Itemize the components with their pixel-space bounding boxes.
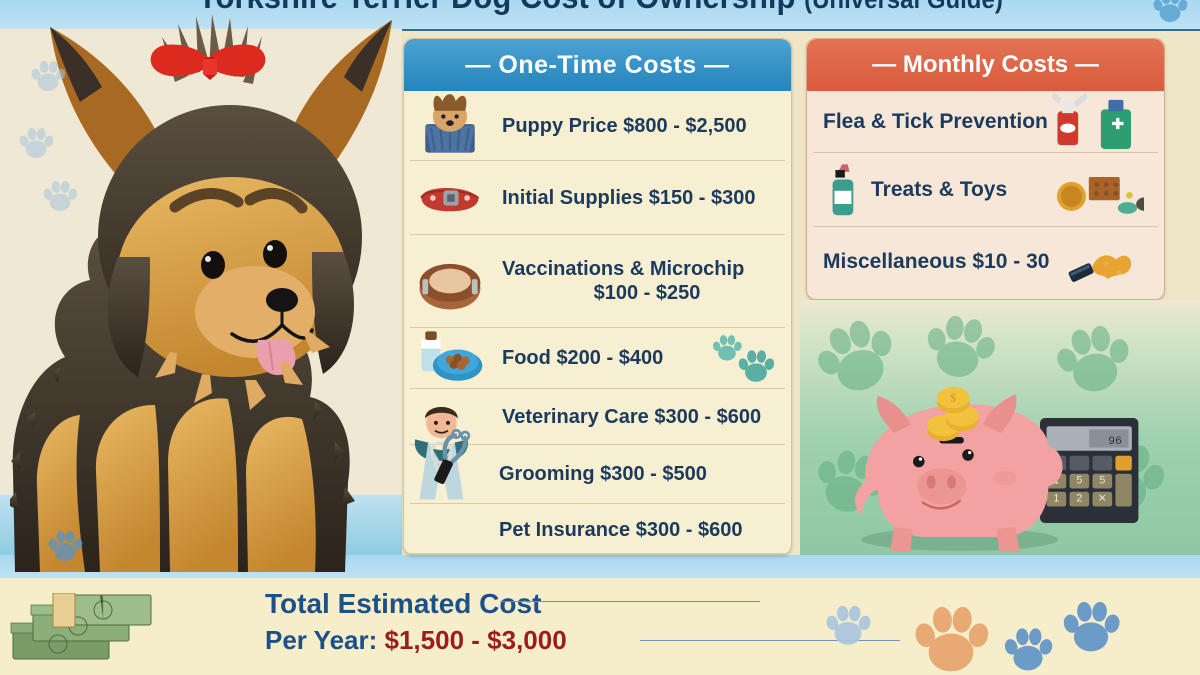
svg-text:✕: ✕	[1098, 493, 1107, 505]
svg-text:2: 2	[1076, 493, 1082, 505]
svg-text:5: 5	[1099, 475, 1105, 487]
svg-text:96: 96	[1108, 435, 1122, 448]
svg-text:1: 1	[1053, 493, 1059, 505]
svg-text:5: 5	[1076, 475, 1082, 487]
svg-text:$: $	[950, 392, 956, 405]
